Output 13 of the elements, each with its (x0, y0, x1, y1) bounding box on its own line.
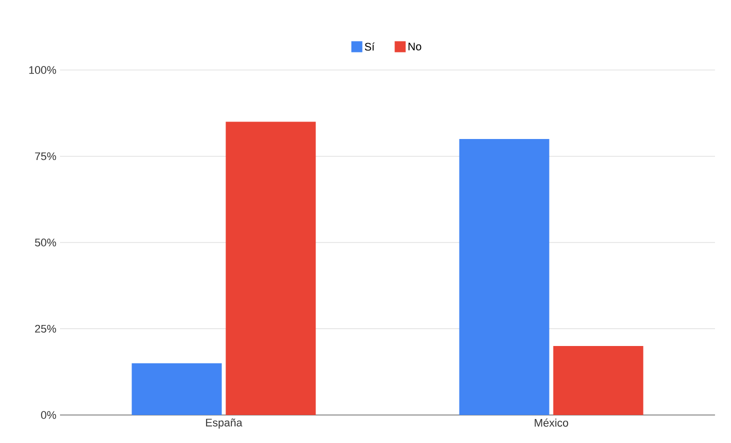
x-tick-label: México (534, 418, 568, 427)
bar (459, 138, 550, 415)
legend-label: Sí (364, 42, 375, 51)
y-tick-label: 50% (34, 238, 56, 246)
y-tick-label: 25% (35, 324, 56, 333)
x-tick-label: España (206, 418, 242, 429)
y-tick-label: 75% (35, 152, 56, 160)
y-tick-label: 0% (41, 411, 56, 419)
bar (553, 346, 644, 415)
bar (226, 122, 316, 415)
y-tick-label: 100% (29, 66, 56, 74)
bar (132, 363, 222, 415)
legend-label: No (408, 42, 422, 50)
